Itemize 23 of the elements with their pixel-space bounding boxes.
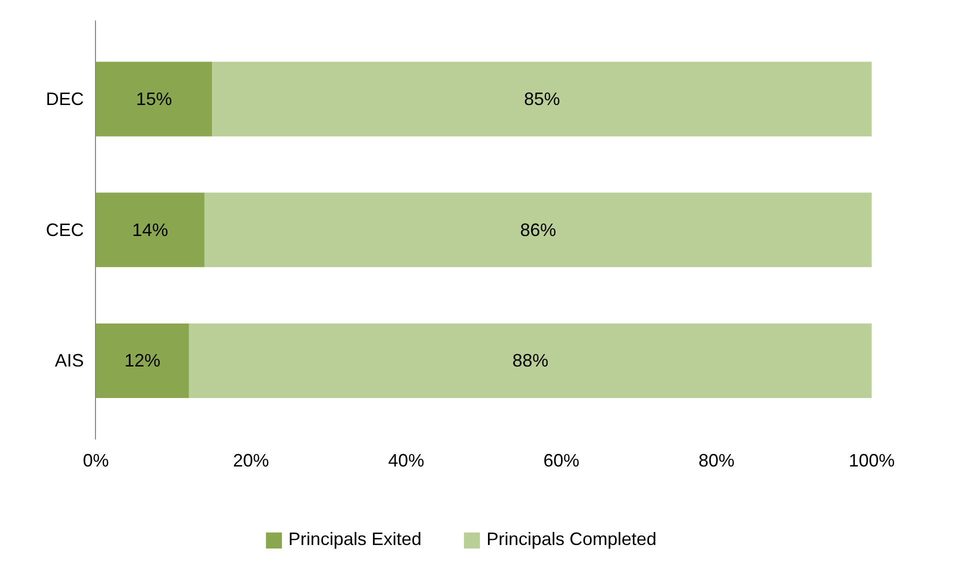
- x-tick-label: 40%: [388, 450, 424, 470]
- x-tick-label: 80%: [698, 450, 735, 470]
- x-tick-label: 0%: [82, 450, 109, 470]
- y-tick-label: AIS: [54, 350, 84, 371]
- data-label: 14%: [132, 220, 168, 240]
- data-label: 86%: [520, 220, 556, 240]
- legend-label: Principals Completed: [486, 529, 657, 550]
- x-tick-label: 60%: [543, 450, 580, 470]
- bar: [188, 323, 872, 398]
- legend-label: Principals Exited: [288, 529, 422, 550]
- bar: [96, 323, 189, 398]
- data-label: 12%: [124, 350, 160, 371]
- bar: [96, 192, 204, 268]
- x-tick-label: 20%: [233, 450, 270, 470]
- data-label: 15%: [136, 89, 172, 110]
- bar: [96, 62, 212, 136]
- data-label: 85%: [524, 89, 560, 110]
- bar: [212, 62, 872, 136]
- y-tick-label: CEC: [46, 220, 84, 240]
- data-label: 88%: [512, 350, 548, 371]
- y-tick-label: DEC: [46, 89, 84, 110]
- x-tick-label: 100%: [848, 450, 895, 470]
- bar: [204, 192, 872, 268]
